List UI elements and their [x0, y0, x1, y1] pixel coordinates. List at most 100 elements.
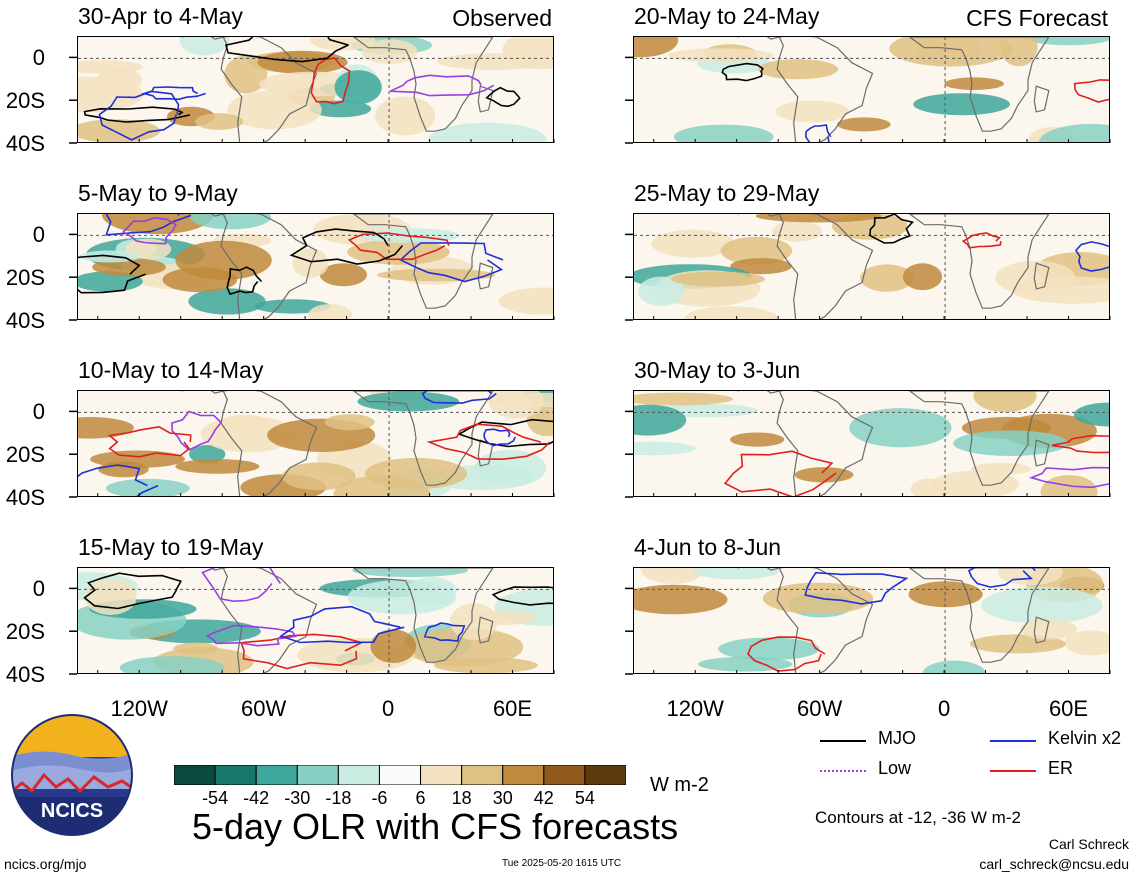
colorbar-swatch	[214, 764, 257, 786]
y-tick-label: 20S	[5, 265, 45, 291]
olr-anomaly-blob	[1064, 630, 1109, 656]
colorbar-tick-label: 42	[533, 788, 554, 808]
x-tick-label: 60E	[492, 696, 533, 721]
olr-anomaly-blob	[634, 584, 728, 615]
legend-swatch	[990, 740, 1036, 742]
wave-contour	[1073, 79, 1109, 103]
legend-swatch	[820, 740, 866, 742]
olr-anomaly-blob	[319, 263, 367, 287]
panel-title: 30-May to 3-Jun	[634, 357, 801, 383]
y-tick-label: 0	[32, 45, 45, 71]
axis-ticks	[625, 410, 1111, 498]
coastline	[908, 391, 1050, 486]
olr-anomaly-blob	[437, 53, 549, 70]
panel-title: 30-Apr to 4-May	[78, 3, 243, 29]
colorbar-tick-label: -6	[371, 788, 388, 808]
olr-anomaly-blob	[352, 568, 469, 577]
axis-ticks	[69, 587, 555, 675]
olr-anomaly-blob	[775, 100, 850, 123]
map-panel	[77, 213, 554, 320]
colorbar-tick-label: 18	[451, 788, 472, 808]
olr-anomaly-blob	[105, 478, 190, 496]
y-tick-label: 0	[32, 222, 45, 248]
olr-anomaly-blob	[189, 445, 226, 464]
wave-contour	[107, 425, 192, 458]
coastline	[220, 214, 318, 319]
olr-anomaly-blob	[673, 124, 774, 142]
wave-contour	[105, 214, 192, 236]
olr-anomaly-blob	[377, 268, 496, 282]
olr-anomaly-blob	[981, 586, 1103, 624]
olr-anomaly-blob	[638, 276, 685, 307]
olr-anomaly-blob	[931, 470, 1020, 496]
map-panel	[77, 567, 554, 674]
axis-ticks	[625, 233, 1111, 321]
map-panel	[633, 36, 1110, 143]
olr-anomaly-blob	[772, 220, 822, 242]
colorbar-swatch	[173, 764, 216, 786]
legend-label: Kelvin x2	[1048, 728, 1122, 748]
wave-contour	[804, 124, 832, 142]
olr-anomaly-blob	[292, 248, 329, 278]
forecast-label: CFS Forecast	[966, 5, 1108, 31]
olr-anomaly-blob	[908, 581, 983, 608]
olr-anomaly-blob	[849, 408, 952, 448]
olr-anomaly-blob	[375, 96, 436, 136]
coastline	[477, 616, 494, 644]
wave-contour	[421, 391, 497, 404]
olr-anomaly-blob	[671, 271, 765, 287]
olr-anomaly-blob	[684, 306, 779, 319]
map-panel	[633, 567, 1110, 674]
olr-anomaly-blob	[427, 122, 548, 142]
wave-contour	[83, 106, 191, 123]
panel-title: 5-May to 9-May	[78, 180, 238, 206]
axis-ticks	[625, 587, 1111, 675]
olr-anomaly-blob	[1024, 37, 1109, 46]
wave-contour	[289, 228, 404, 265]
olr-anomaly-blob	[697, 656, 793, 672]
svg-text:NCICS: NCICS	[41, 800, 103, 822]
olr-anomaly-blob	[101, 214, 214, 235]
coastline	[220, 391, 318, 496]
wave-contour	[804, 571, 909, 605]
wave-contour	[279, 605, 405, 644]
olr-anomaly-blob	[364, 457, 468, 490]
axis-ticks	[69, 233, 555, 321]
colorbar-swatch	[255, 764, 298, 786]
colorbar-swatch	[378, 764, 422, 786]
colorbar-tick-label: -42	[243, 788, 270, 808]
olr-anomaly-blob	[227, 90, 322, 130]
legend-label: Low	[878, 758, 912, 778]
y-tick-label: 40S	[5, 485, 45, 510]
wave-contour	[483, 428, 517, 447]
axis-ticks	[625, 56, 1111, 144]
units-label: W m-2	[650, 774, 709, 796]
olr-anomaly-blob	[634, 37, 679, 58]
email[interactable]: carl_schreck@ncsu.edu	[979, 856, 1129, 872]
wave-contour	[721, 62, 764, 82]
wave-contour	[98, 90, 180, 141]
wave-contour	[1074, 241, 1109, 272]
colorbar	[173, 764, 627, 786]
axis-ticks	[69, 56, 555, 144]
coastline	[1033, 439, 1050, 467]
y-tick-label: 0	[32, 576, 45, 602]
olr-anomaly-blob	[119, 656, 225, 673]
colorbar-tick-label: -30	[284, 788, 311, 808]
coastline	[352, 214, 494, 309]
legend-label: ER	[1048, 758, 1074, 778]
x-tick-label: 60W	[797, 696, 843, 721]
wave-contour	[491, 586, 553, 606]
olr-anomaly-blob	[307, 304, 352, 319]
x-tick-label: 60E	[1048, 696, 1089, 721]
wave-contour	[83, 572, 182, 610]
site-url[interactable]: ncics.org/mjo	[4, 856, 87, 872]
colorbar-tick-label: -18	[325, 788, 352, 808]
olr-anomaly-blob	[324, 414, 375, 431]
olr-anomaly-blob	[334, 70, 382, 105]
observed-label: Observed	[452, 5, 552, 31]
ncics-logo: NCICS	[10, 713, 134, 837]
panel-title: 15-May to 19-May	[78, 534, 264, 560]
colorbar-swatch	[337, 764, 380, 786]
colorbar-tick-label: 6	[415, 788, 426, 808]
